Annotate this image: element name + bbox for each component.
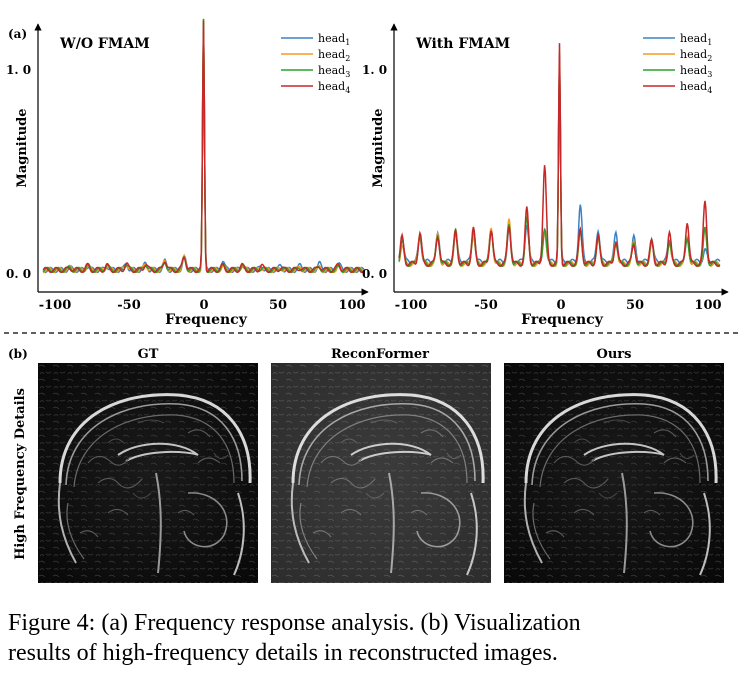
xtick-1-3: 50 <box>269 298 287 313</box>
ytick-1-1: 0. 0 <box>6 267 31 281</box>
xtick-2-2: 0 <box>556 298 565 313</box>
series-head4-with <box>398 43 721 268</box>
xtick-1-0: -100 <box>39 298 72 313</box>
row-label: High Frequency Details <box>13 388 28 560</box>
image-title-ours: Ours <box>597 347 632 362</box>
chart-title-2: With FMAM <box>415 36 510 52</box>
image-ours <box>502 361 726 585</box>
panel-b-label: (b) <box>8 347 28 361</box>
x-label-2: Frequency <box>521 312 604 328</box>
legend-label-head2: head2 <box>680 48 712 63</box>
legend-label-head4: head4 <box>318 80 350 95</box>
ytick-2-0: 1. 0 <box>362 63 387 77</box>
legend-label-head2: head2 <box>318 48 350 63</box>
legend-label-head1: head1 <box>318 32 350 47</box>
figure-4: (a) W/O FMAM Magnitude Frequency 1. 0 0.… <box>4 18 740 585</box>
legend-2: head1 head2 head3 head4 <box>643 32 712 95</box>
caption-line-1: Figure 4: (a) Frequency response analysi… <box>8 610 581 636</box>
xtick-2-3: 50 <box>626 298 644 313</box>
y-label-1: Magnitude <box>15 108 30 187</box>
figure-caption: Figure 4: (a) Frequency response analysi… <box>8 608 738 668</box>
legend-label-head3: head3 <box>680 64 712 79</box>
image-reconformer <box>269 361 493 585</box>
xtick-1-1: -50 <box>117 298 141 313</box>
ytick-1-0: 1. 0 <box>6 63 31 77</box>
xtick-1-4: 100 <box>338 298 365 313</box>
y-label-2: Magnitude <box>371 108 386 187</box>
chart-with-fmam: With FMAM Magnitude Frequency 1. 0 0. 0 … <box>362 23 729 328</box>
panel-a-label: (a) <box>8 27 27 41</box>
series-head4-wo <box>42 20 365 274</box>
legend-label-head3: head3 <box>318 64 350 79</box>
ytick-2-1: 0. 0 <box>362 267 387 281</box>
legend-label-head1: head1 <box>680 32 712 47</box>
chart-wo-fmam: W/O FMAM Magnitude Frequency 1. 0 0. 0 -… <box>6 18 369 328</box>
xtick-1-2: 0 <box>199 298 208 313</box>
chart-title-1: W/O FMAM <box>59 36 150 52</box>
x-label-1: Frequency <box>165 312 248 328</box>
image-title-gt: GT <box>138 347 159 362</box>
legend-1: head1 head2 head3 head4 <box>281 32 350 95</box>
xtick-2-4: 100 <box>694 298 721 313</box>
image-gt <box>36 361 260 585</box>
caption-line-2: results of high-frequency details in rec… <box>8 640 558 666</box>
image-title-reconformer: ReconFormer <box>331 347 429 362</box>
legend-label-head4: head4 <box>680 80 712 95</box>
xtick-2-0: -100 <box>395 298 428 313</box>
xtick-2-1: -50 <box>474 298 498 313</box>
